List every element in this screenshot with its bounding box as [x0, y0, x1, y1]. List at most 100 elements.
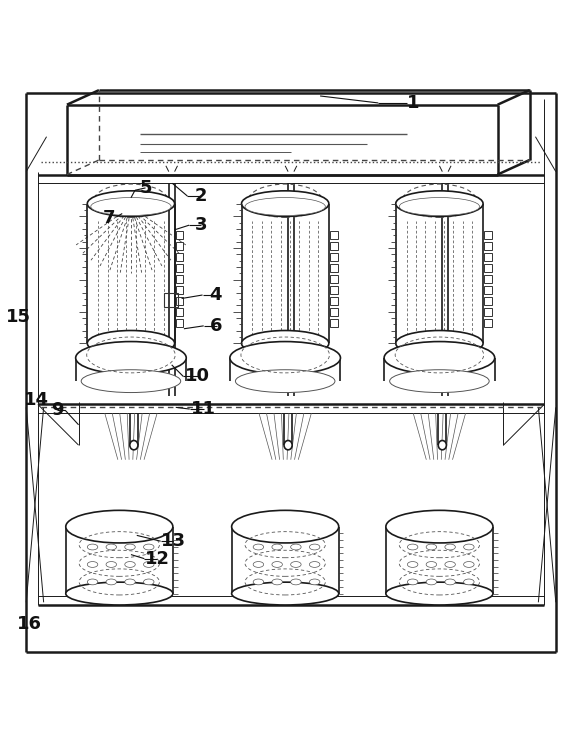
Text: 2: 2 [194, 187, 207, 205]
Ellipse shape [91, 197, 171, 216]
Ellipse shape [386, 511, 493, 543]
Ellipse shape [389, 370, 489, 392]
Text: 16: 16 [17, 615, 41, 633]
Ellipse shape [106, 544, 116, 550]
Ellipse shape [125, 544, 135, 550]
Bar [176, 253, 183, 261]
Text: 15: 15 [6, 308, 31, 326]
Ellipse shape [253, 579, 264, 585]
Bar [176, 275, 183, 283]
Bar [484, 319, 492, 327]
Ellipse shape [242, 330, 329, 356]
Ellipse shape [407, 562, 418, 568]
Ellipse shape [272, 544, 282, 550]
Ellipse shape [464, 579, 474, 585]
Ellipse shape [87, 330, 175, 356]
Ellipse shape [87, 579, 98, 585]
Bar [176, 308, 183, 316]
Ellipse shape [426, 544, 436, 550]
Ellipse shape [426, 562, 436, 568]
Ellipse shape [290, 544, 301, 550]
Ellipse shape [407, 579, 418, 585]
Text: 11: 11 [191, 400, 216, 418]
Ellipse shape [81, 370, 180, 392]
Ellipse shape [87, 562, 98, 568]
Text: 5: 5 [139, 179, 152, 197]
Text: 9: 9 [51, 401, 63, 419]
Ellipse shape [272, 562, 282, 568]
Text: 10: 10 [186, 367, 210, 386]
Bar [484, 308, 492, 316]
Ellipse shape [245, 197, 325, 216]
Ellipse shape [230, 341, 340, 374]
Text: 14: 14 [24, 391, 49, 409]
Ellipse shape [106, 579, 116, 585]
Bar [164, 293, 178, 307]
Ellipse shape [66, 511, 173, 543]
Ellipse shape [106, 562, 116, 568]
Ellipse shape [232, 511, 339, 543]
Text: 1: 1 [407, 94, 420, 112]
Ellipse shape [87, 544, 98, 550]
Ellipse shape [66, 582, 173, 605]
Ellipse shape [253, 562, 264, 568]
Ellipse shape [272, 579, 282, 585]
Ellipse shape [235, 370, 335, 392]
Ellipse shape [464, 562, 474, 568]
Ellipse shape [445, 562, 455, 568]
Ellipse shape [426, 579, 436, 585]
Ellipse shape [290, 562, 301, 568]
Bar [176, 319, 183, 327]
Ellipse shape [290, 579, 301, 585]
Ellipse shape [144, 544, 154, 550]
Bar [176, 242, 183, 250]
Ellipse shape [310, 562, 320, 568]
Ellipse shape [396, 330, 483, 356]
Ellipse shape [464, 544, 474, 550]
Bar [330, 264, 338, 272]
Ellipse shape [253, 544, 264, 550]
Ellipse shape [232, 582, 339, 605]
Bar [176, 286, 183, 293]
Bar [176, 264, 183, 272]
Bar [330, 319, 338, 327]
Ellipse shape [445, 544, 455, 550]
Text: 13: 13 [161, 532, 186, 551]
Text: 7: 7 [103, 209, 116, 227]
Ellipse shape [130, 440, 138, 450]
Bar [484, 242, 492, 250]
Bar [176, 297, 183, 304]
Bar [330, 231, 338, 239]
Text: 3: 3 [194, 217, 207, 234]
Ellipse shape [144, 562, 154, 568]
Ellipse shape [399, 197, 480, 216]
Ellipse shape [438, 440, 446, 450]
Ellipse shape [386, 582, 493, 605]
Ellipse shape [125, 579, 135, 585]
Bar [484, 253, 492, 261]
Ellipse shape [125, 562, 135, 568]
Ellipse shape [310, 544, 320, 550]
Ellipse shape [87, 191, 175, 217]
Bar [330, 275, 338, 283]
Ellipse shape [407, 544, 418, 550]
Bar [484, 286, 492, 293]
Text: 12: 12 [145, 550, 169, 568]
Text: 6: 6 [210, 317, 223, 335]
Ellipse shape [76, 341, 186, 374]
Ellipse shape [242, 191, 329, 217]
Ellipse shape [445, 579, 455, 585]
Text: 4: 4 [209, 286, 222, 304]
Bar [484, 275, 492, 283]
Ellipse shape [144, 579, 154, 585]
Ellipse shape [384, 341, 495, 374]
Bar [330, 242, 338, 250]
Bar [330, 308, 338, 316]
Bar [176, 231, 183, 239]
Bar [484, 231, 492, 239]
Bar [330, 253, 338, 261]
Ellipse shape [310, 579, 320, 585]
Ellipse shape [396, 191, 483, 217]
Bar [484, 264, 492, 272]
Bar [330, 286, 338, 293]
